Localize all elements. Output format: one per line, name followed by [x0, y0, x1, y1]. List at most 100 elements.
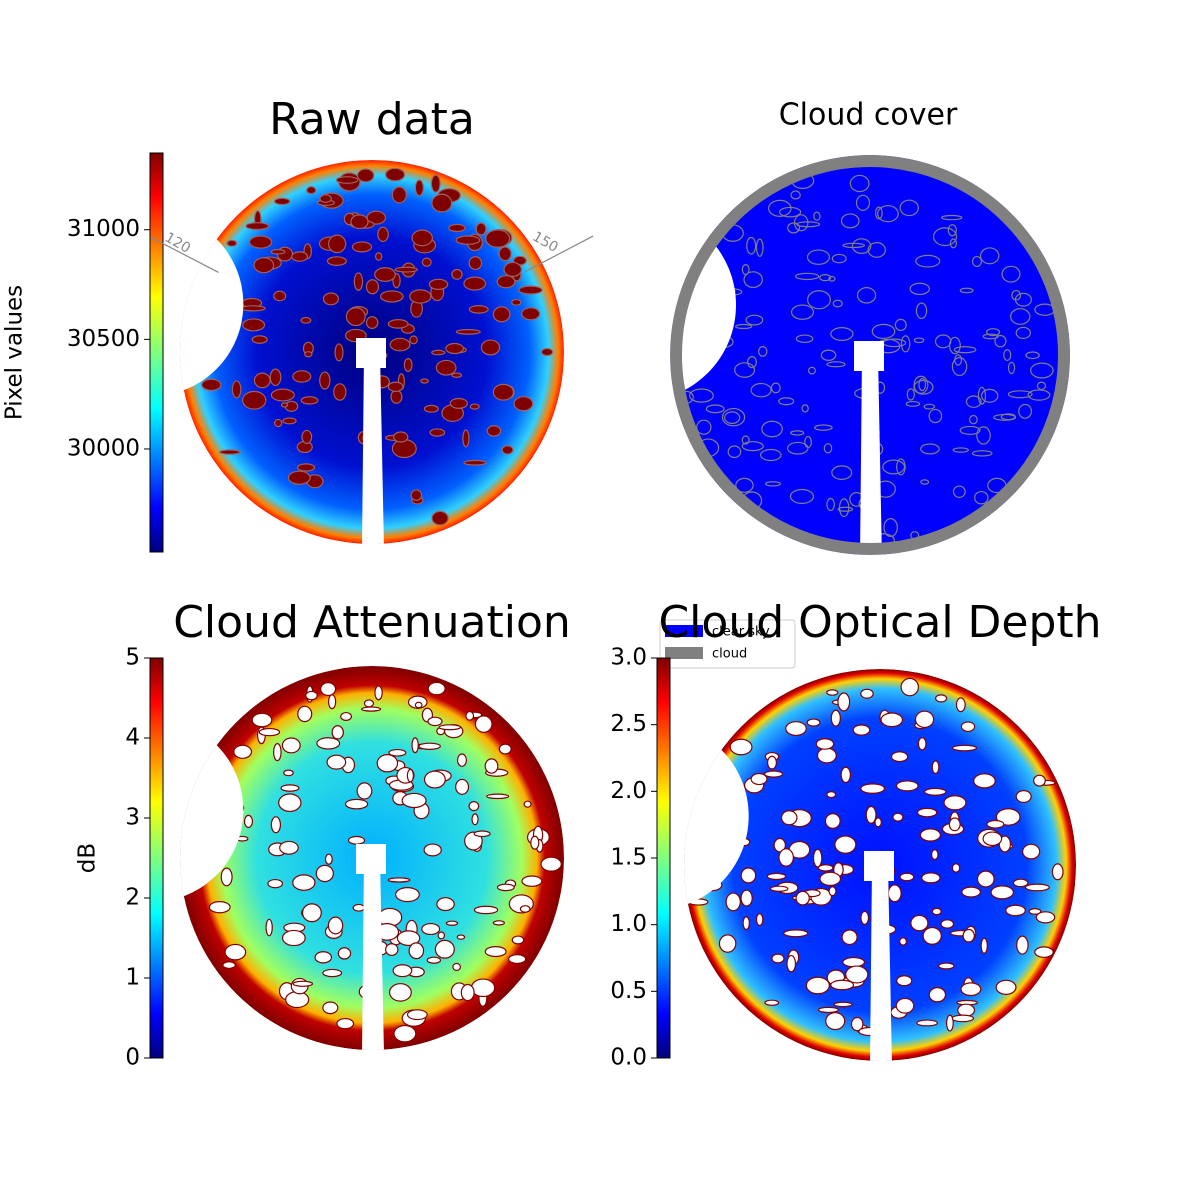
cloud-patch — [231, 380, 242, 399]
cloud-patch — [322, 1001, 339, 1015]
cloud-patch — [503, 261, 523, 277]
cloud-patch — [962, 928, 975, 943]
cloud-patch — [328, 234, 347, 254]
cloud-patch — [915, 254, 941, 268]
cloud-patch — [883, 518, 898, 538]
cloud-patch — [860, 783, 885, 794]
cloud-patch — [985, 328, 1001, 337]
cloud-patch — [374, 252, 383, 261]
cloud-patch — [816, 747, 837, 764]
cloud-patch — [974, 490, 989, 505]
cloud-patch — [460, 983, 475, 1002]
cloud-patch — [837, 506, 854, 512]
cloud-patch — [877, 205, 899, 223]
cloud-patch — [418, 742, 441, 750]
cloud-patch — [1009, 308, 1031, 325]
cloud-patch — [931, 760, 940, 775]
cloud-patch — [982, 333, 999, 340]
cloud-patch — [297, 705, 313, 723]
horizon-mask — [670, 209, 736, 401]
azimuth-line — [150, 236, 219, 273]
cloud-patch — [291, 251, 309, 262]
cloud-patch — [766, 872, 787, 881]
cloud-patch — [826, 689, 839, 696]
cloud-patch — [253, 257, 275, 274]
cloud-patch — [360, 706, 382, 712]
cloud-patch — [750, 772, 768, 786]
cloud-patch — [747, 356, 757, 369]
cloud-patch — [995, 979, 1017, 995]
cloud-patch — [305, 690, 318, 701]
cloud-patch — [226, 239, 238, 247]
horizon-mask — [684, 721, 749, 911]
cloud-patch — [780, 810, 798, 826]
tick-label: 4 — [125, 725, 140, 751]
cloud-patch — [327, 916, 344, 935]
cloud-patch — [807, 290, 831, 310]
cloud-patch — [347, 835, 366, 845]
cloud-patch — [960, 721, 976, 733]
cloud-patch — [764, 999, 780, 1006]
cloud-patch — [724, 411, 741, 425]
cloud-patch — [940, 214, 963, 221]
cloud-patch — [990, 885, 1014, 900]
tick-label: 2.0 — [610, 778, 647, 804]
cloud-patch — [919, 828, 941, 842]
cloud-patch — [421, 257, 432, 267]
cloud-patch — [959, 287, 974, 294]
cloud-patch — [388, 748, 407, 757]
cloud-patch — [1007, 361, 1016, 375]
cloud-patch — [922, 926, 942, 945]
cloud-patch — [924, 787, 947, 796]
cloud-patch — [920, 443, 940, 455]
cloud-patch — [849, 174, 870, 193]
cloud-patch — [934, 694, 948, 703]
cloud-patch — [1012, 878, 1029, 888]
cloud-patch — [270, 249, 286, 255]
cloud-patch — [860, 910, 870, 925]
cloud-patch — [498, 246, 512, 262]
cloud-patch — [980, 937, 988, 954]
tick-label: 30500 — [67, 326, 140, 352]
cloud-patch — [540, 856, 562, 872]
cloud-patch — [949, 238, 958, 249]
cloud-patch — [220, 867, 233, 887]
cloud-patch — [344, 798, 369, 810]
cloud-patch — [947, 224, 957, 237]
cloud-patch — [834, 835, 857, 854]
azimuth-line — [524, 235, 594, 273]
cloud-patch — [455, 778, 470, 795]
cloud-patch — [760, 448, 782, 462]
cloud-patch — [860, 688, 874, 699]
cloud-patch — [492, 920, 505, 926]
cloud-patch — [845, 965, 869, 984]
cloud-patch — [287, 470, 311, 485]
cloud-patch — [530, 835, 540, 850]
cloud-patch — [951, 357, 968, 377]
cloud-patch — [917, 737, 927, 751]
cloud-patch — [391, 439, 417, 459]
cloud-patch — [896, 458, 906, 476]
cloud-patch — [389, 337, 411, 352]
cloud-patch — [764, 481, 781, 487]
cloud-patch — [320, 682, 337, 697]
cloud-patch — [377, 226, 389, 243]
cloud-patch — [828, 886, 837, 897]
cloud-patch — [327, 694, 337, 710]
cloud-patch — [350, 214, 369, 230]
pole-mask — [870, 865, 892, 1061]
tick-label: 3.0 — [610, 645, 647, 671]
cloud-patch — [468, 305, 489, 314]
cloud-patch — [511, 935, 525, 945]
cloud-patch — [208, 901, 231, 914]
cloud-patch — [899, 199, 919, 217]
cloud-patch — [300, 316, 312, 324]
tick-label: 1.5 — [610, 845, 647, 871]
cloud-patch — [783, 929, 809, 938]
cloud-patch — [789, 488, 815, 504]
cloud-patch — [409, 335, 418, 345]
cloud-patch — [468, 800, 480, 812]
cloud-patch — [741, 441, 764, 452]
cloud-patch — [427, 681, 446, 696]
cloud-patch — [899, 872, 915, 882]
